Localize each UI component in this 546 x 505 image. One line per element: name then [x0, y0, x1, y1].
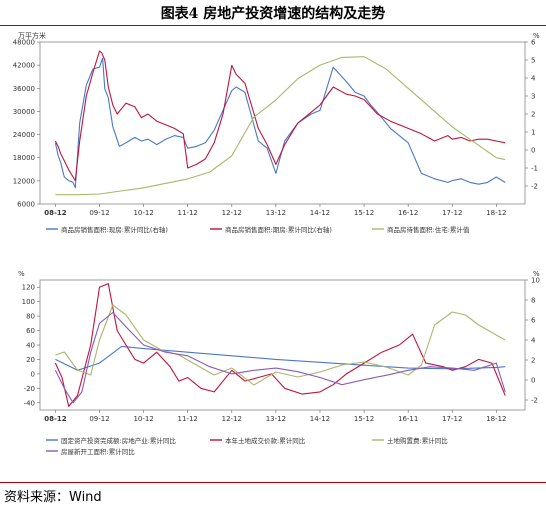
series-line-4: [54, 311, 506, 404]
right-tick-label: 0: [531, 377, 535, 385]
right-tick-label: 0: [531, 147, 535, 155]
series-line-1: [55, 345, 506, 371]
x-tick-label: 15-12: [354, 209, 374, 217]
series-line-3: [55, 56, 506, 196]
right-tick-label: 1: [531, 129, 535, 137]
right-tick-label: 6: [531, 39, 536, 47]
left-tick-label: 6000: [17, 201, 35, 209]
x-tick-label: 15-12: [354, 415, 374, 423]
legend-label-3: 商品房待售面积:住宅:累计值: [387, 225, 470, 234]
x-tick-label: 08-12: [44, 209, 67, 217]
legend-label-3: 土地购置费:累计同比: [387, 436, 448, 445]
x-tick-label: 10-12: [133, 415, 153, 423]
right-tick-label: 10: [531, 277, 540, 285]
right-tick-label: 3: [531, 93, 535, 101]
x-tick-label: 14-12: [310, 209, 330, 217]
left-tick-label: 0: [31, 370, 35, 378]
left-tick-label: 20: [26, 356, 35, 364]
left-tick-label: 40: [26, 342, 35, 350]
right-axis-unit: %: [533, 270, 540, 278]
left-tick-label: 30000: [13, 108, 35, 116]
left-axis-unit: 万平方米: [18, 31, 46, 40]
series-line-2: [54, 283, 506, 407]
x-tick-label: 12-12: [222, 415, 242, 423]
x-tick-label: 10-12: [133, 209, 153, 217]
x-tick-label: 09-12: [89, 209, 109, 217]
legend-label-4: 房屋新开工面积:累计同比: [61, 447, 135, 456]
left-tick-label: 60: [26, 327, 35, 335]
left-tick-label: 80: [26, 313, 35, 321]
left-tick-label: 36000: [13, 85, 35, 93]
chart-sales-area: 万平方米 6000 12000 18000 24000 30000 36000 42000 48…: [13, 31, 540, 234]
right-tick-label: 2: [531, 111, 535, 119]
left-tick-label: 100: [22, 298, 35, 306]
source-note: 资料来源：Wind: [4, 490, 102, 505]
right-tick-label: 6: [531, 317, 536, 325]
x-tick-label: 14-12: [310, 415, 330, 423]
x-tick-label: 08-12: [44, 415, 67, 423]
x-tick-label: 16-11: [398, 415, 418, 423]
left-tick-label: 12000: [13, 177, 35, 185]
series-line-1: [54, 57, 506, 189]
x-tick-label: 13-12: [266, 415, 286, 423]
left-tick-label: 42000: [13, 62, 35, 70]
x-tick-label: 18-12: [486, 415, 506, 423]
right-tick-label: 5: [531, 57, 535, 65]
x-tick-label: 12-12: [222, 209, 242, 217]
right-tick-label: -2: [531, 183, 538, 191]
left-tick-label: 48000: [13, 39, 35, 47]
x-tick-label: 16-12: [398, 209, 418, 217]
x-tick-label: 17-12: [442, 209, 462, 217]
left-axis-unit: %: [18, 270, 25, 278]
x-tick-label: 18-12: [486, 209, 506, 217]
plot-frame: [39, 279, 526, 411]
bottom-divider: [0, 482, 546, 483]
x-tick-label: 17-12: [442, 415, 462, 423]
right-tick-label: 4: [531, 337, 536, 345]
right-tick-label: 8: [531, 297, 535, 305]
x-tick-label: 09-12: [89, 415, 109, 423]
x-tick-label: 13-12: [266, 209, 286, 217]
figure-header: 图表4 房地产投资增速的结构及走势: [0, 0, 546, 28]
title-divider: [0, 25, 546, 26]
legend-label-2: 本年土地成交价款:累计同比: [225, 436, 306, 445]
right-tick-label: -2: [531, 397, 538, 405]
left-tick-label: -20: [24, 385, 35, 393]
right-axis-unit: %: [533, 32, 540, 40]
left-tick-label: 120: [22, 284, 35, 292]
right-tick-label: 4: [531, 75, 536, 83]
legend-label-1: 商品房销售面积:现房:累计同比(右轴): [61, 225, 168, 234]
x-tick-label: 11-12: [178, 209, 198, 217]
legend-label-1: 固定资产投资完成额:房地产业:累计同比: [61, 436, 176, 445]
series-line-3: [55, 304, 506, 386]
x-tick-label: 11-12: [178, 415, 198, 423]
figure-title: 图表4 房地产投资增速的结构及走势: [160, 6, 386, 22]
series-line-2: [54, 50, 506, 182]
left-tick-label: 24000: [13, 131, 35, 139]
legend-label-2: 商品房销售面积:期房:累计同比(右轴): [225, 225, 332, 234]
left-tick-label: -40: [24, 399, 35, 407]
right-tick-label: 2: [531, 357, 535, 365]
right-tick-label: -1: [531, 165, 538, 173]
plot-frame: [39, 41, 526, 205]
left-tick-label: 18000: [13, 154, 35, 162]
